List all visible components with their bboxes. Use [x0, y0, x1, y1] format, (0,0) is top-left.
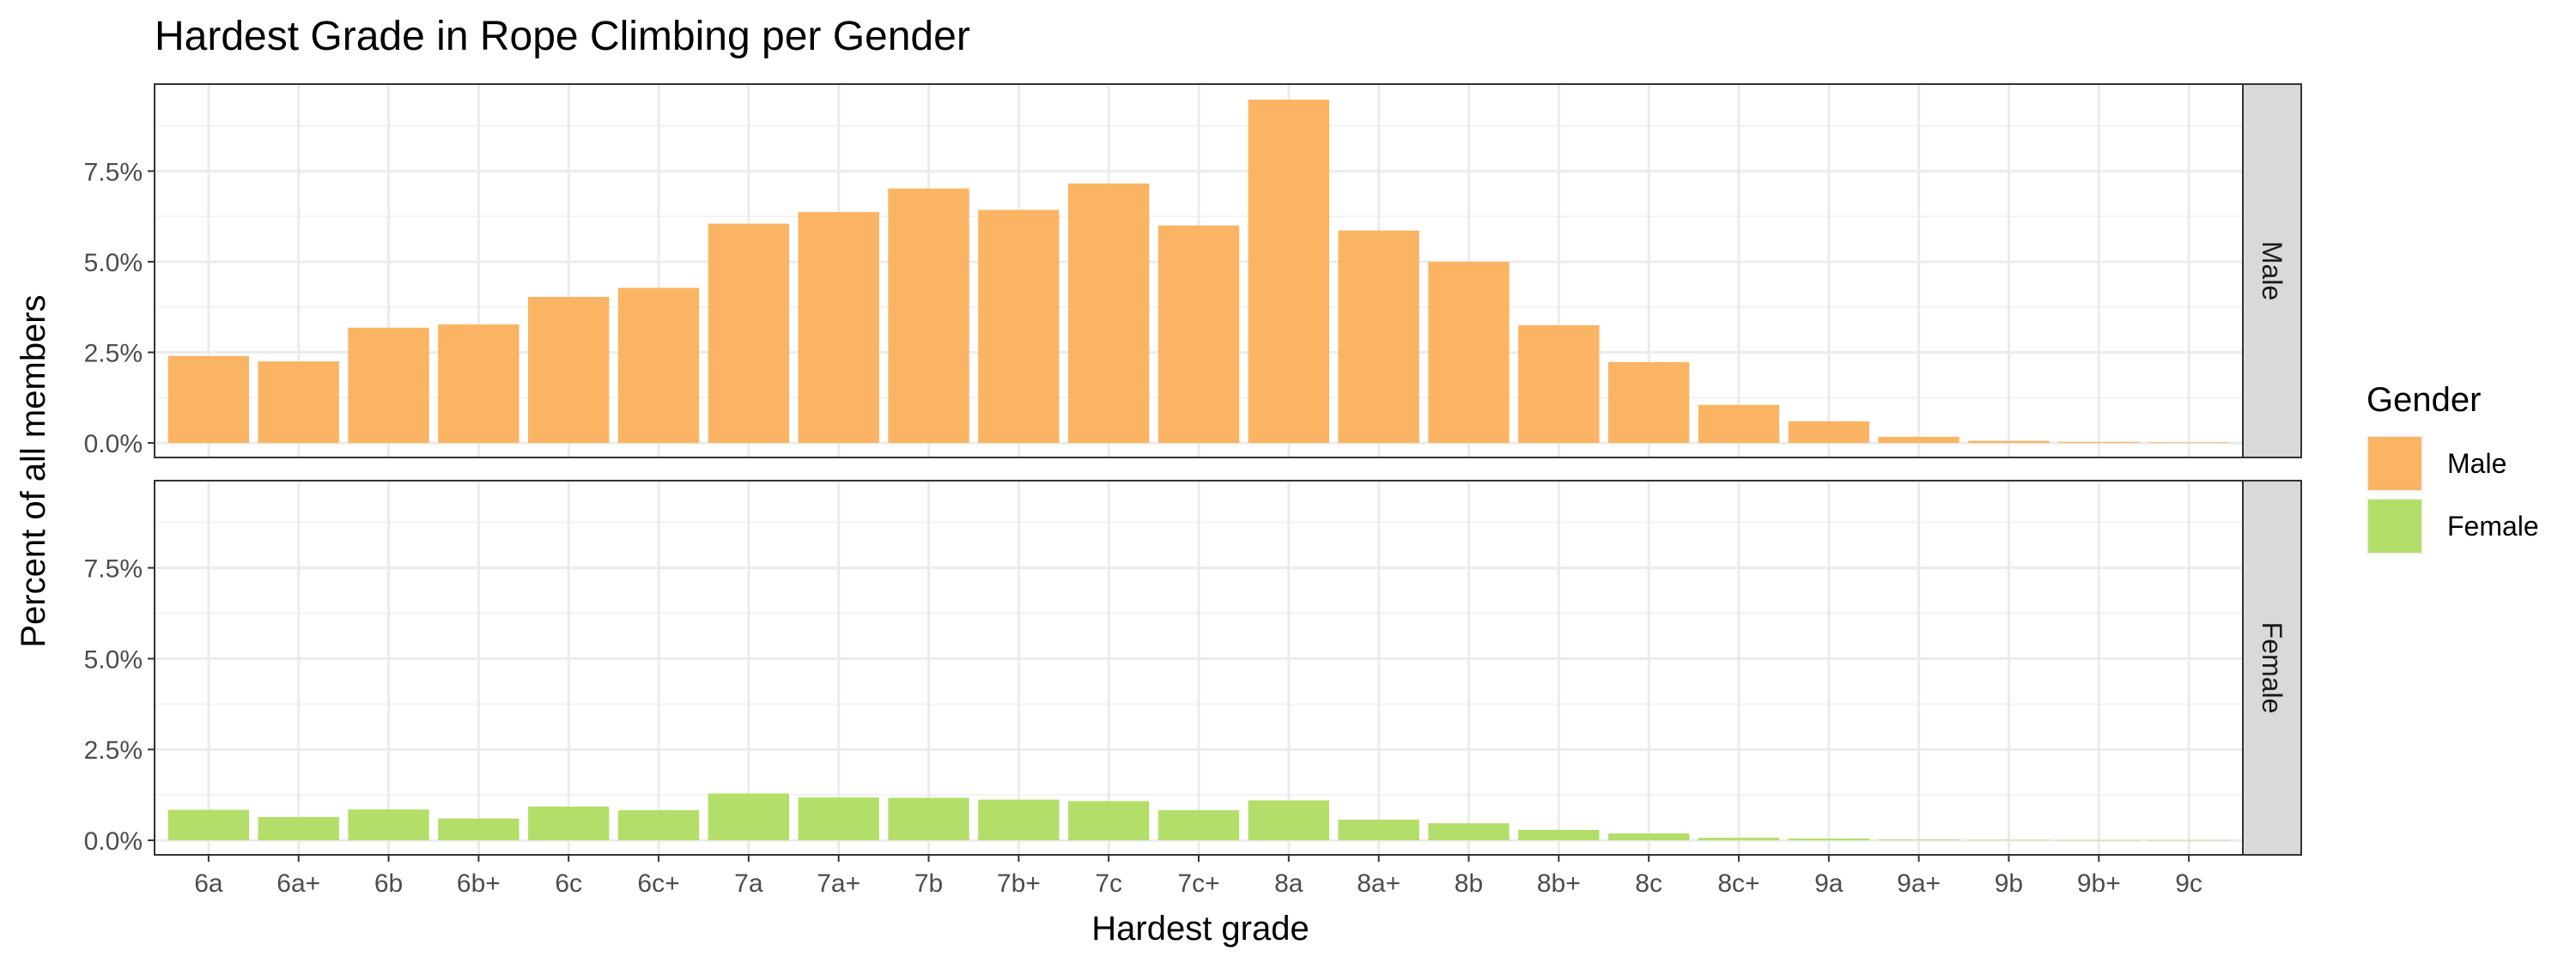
bar-male-6c: [528, 296, 610, 444]
bar-female-9a+: [1878, 839, 1959, 841]
x-tick-label: 6b: [374, 869, 403, 898]
bar-female-8a+: [1338, 819, 1419, 841]
bar-female-9c: [2148, 839, 2230, 841]
bar-male-9c: [2148, 442, 2230, 444]
bar-female-6a+: [258, 816, 339, 841]
y-tick-label: 0.0%: [84, 827, 143, 856]
bar-male-6b+: [438, 324, 519, 444]
legend-swatch-female: [2368, 500, 2421, 553]
y-tick-label: 2.5%: [84, 340, 143, 368]
bar-female-8b: [1428, 823, 1510, 841]
bar-female-8c+: [1698, 838, 1780, 841]
x-tick-label: 7b: [914, 869, 943, 898]
x-tick-label: 9a: [1814, 869, 1844, 898]
y-axis-title: Percent of all members: [15, 294, 52, 647]
facet-panels: 0.0% 2.5% 5.0% 7.5% Male 0.0% 2.5% 5.0% 7.5% Fema…: [84, 83, 2302, 856]
x-tick-label: 8c: [1635, 869, 1662, 898]
x-tick-label: 9b+: [2077, 869, 2121, 898]
x-tick-label: 6c+: [637, 869, 679, 898]
x-tick-label: 6a: [194, 869, 223, 898]
x-tick-label: 8c+: [1717, 869, 1759, 898]
bar-male-9b+: [2058, 441, 2140, 444]
x-tick-label: 8b: [1455, 869, 1483, 898]
bar-male-8a: [1248, 100, 1329, 444]
x-tick-label: 7c+: [1177, 869, 1219, 898]
bar-male-8c: [1607, 361, 1690, 444]
facet-strip-label: Male: [2257, 241, 2287, 300]
bar-female-6b+: [438, 818, 519, 841]
bar-female-7b+: [978, 799, 1060, 841]
legend-swatch-male: [2368, 437, 2421, 490]
bar-female-7a: [708, 793, 790, 841]
bar-female-8b+: [1518, 829, 1600, 841]
bar-male-8a+: [1338, 230, 1419, 444]
legend-label-female: Female: [2447, 511, 2539, 542]
x-tick-label: 9b: [1995, 869, 2023, 898]
x-tick-label: 8a: [1274, 869, 1303, 898]
bar-female-6c+: [617, 809, 700, 841]
legend: Gender Male Female: [2366, 381, 2539, 554]
bar-male-8c+: [1698, 404, 1780, 444]
y-tick-label: 5.0%: [84, 645, 143, 674]
x-tick-label: 6c: [555, 869, 582, 898]
x-tick-label: 6a+: [276, 869, 320, 898]
bar-female-9b+: [2058, 839, 2140, 841]
bar-male-8b: [1428, 261, 1510, 444]
bar-female-6a: [167, 809, 250, 841]
bar-female-7b: [888, 797, 969, 841]
x-tick-label: 7a+: [817, 869, 860, 898]
panel-male: 0.0% 2.5% 5.0% 7.5% Male: [84, 83, 2302, 458]
bar-male-7a+: [798, 212, 879, 444]
facet-strip: [2242, 83, 2302, 458]
panel-female: 0.0% 2.5% 5.0% 7.5% Female: [84, 480, 2302, 856]
facet-strip: [2242, 480, 2302, 856]
y-tick-label: 7.5%: [84, 158, 143, 186]
bar-male-9a+: [1878, 436, 1959, 444]
x-axis-title: Hardest grade: [1091, 910, 1309, 948]
bar-female-8a: [1248, 800, 1329, 841]
bar-female-6b: [348, 809, 429, 841]
x-axis: 6a 6a+ 6b 6b+ 6c 6c+ 7a 7a+ 7b 7b+ 7c 7c+ 8a 8a+ 8b 8b+…: [194, 855, 2202, 898]
bar-female-7c: [1068, 801, 1150, 841]
x-tick-label: 7a: [734, 869, 763, 898]
legend-title: Gender: [2366, 381, 2481, 419]
bar-female-8c: [1607, 833, 1690, 841]
bar-male-8b+: [1518, 324, 1600, 444]
bar-male-6c+: [617, 288, 700, 444]
bar-male-6a+: [258, 361, 339, 444]
x-tick-label: 8b+: [1537, 869, 1581, 898]
bar-male-9a: [1788, 421, 1869, 444]
bar-female-9b: [1968, 839, 2050, 841]
bar-female-7c+: [1157, 809, 1240, 841]
bar-male-7b: [888, 188, 969, 444]
bar-male-7c+: [1157, 225, 1240, 444]
y-tick-label: 7.5%: [84, 555, 143, 584]
bar-male-7b+: [978, 209, 1060, 444]
bar-male-7a: [708, 223, 790, 444]
bar-female-6c: [528, 806, 610, 841]
y-tick-label: 5.0%: [84, 249, 143, 277]
legend-label-male: Male: [2447, 448, 2506, 479]
x-tick-label: 6b+: [457, 869, 501, 898]
facet-strip-label: Female: [2257, 622, 2287, 714]
x-tick-label: 7b+: [997, 869, 1041, 898]
x-tick-label: 9a+: [1897, 869, 1941, 898]
y-tick-label: 2.5%: [84, 736, 143, 765]
bar-male-9b: [1968, 440, 2050, 444]
x-tick-label: 7c: [1095, 869, 1122, 898]
x-tick-label: 9c: [2175, 869, 2202, 898]
y-tick-label: 0.0%: [84, 430, 143, 458]
x-tick-label: 8a+: [1357, 869, 1400, 898]
bar-female-7a+: [798, 797, 879, 841]
chart-title: Hardest Grade in Rope Climbing per Gende…: [155, 14, 970, 59]
bar-male-6a: [167, 355, 250, 444]
bar-male-7c: [1068, 183, 1150, 444]
bar-female-9a: [1788, 838, 1869, 841]
bar-male-6b: [348, 327, 429, 444]
